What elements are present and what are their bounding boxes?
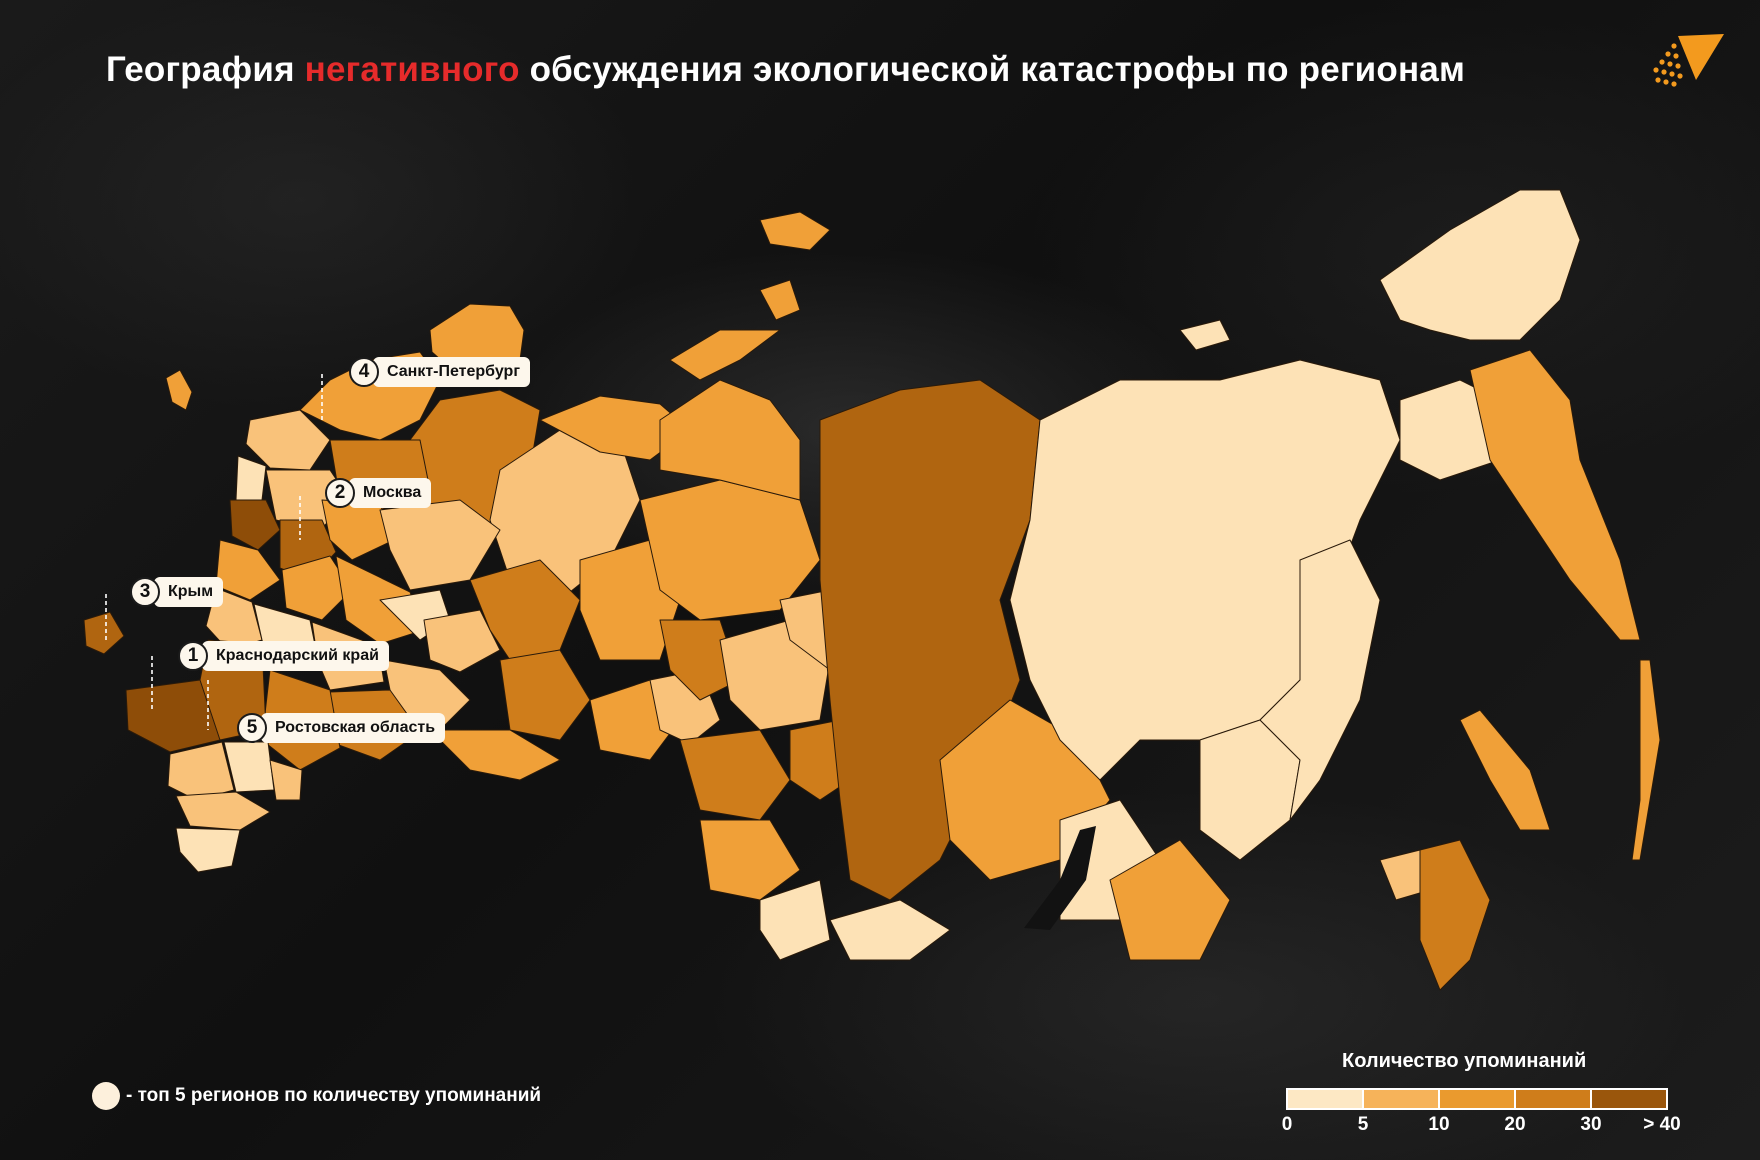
- scale-tick: 20: [1504, 1114, 1526, 1135]
- region-dagestan[interactable]: [175, 827, 241, 873]
- region-kuril[interactable]: [1631, 659, 1661, 861]
- color-scale: [1286, 1088, 1668, 1110]
- top5-legend-note: - топ 5 регионов по количеству упоминани…: [92, 1082, 541, 1110]
- region-label: Крым: [154, 577, 224, 607]
- region-tuva[interactable]: [829, 899, 951, 961]
- region-tula-ryazan[interactable]: [281, 555, 353, 621]
- scale-seg-2: [1440, 1090, 1516, 1108]
- page-title: География негативного обсуждения экологи…: [106, 50, 1606, 90]
- scale-ticks: 0 5 10 20 30 > 40: [1270, 1114, 1690, 1138]
- scale-seg-4: [1592, 1090, 1666, 1108]
- region-kaliningrad[interactable]: [165, 369, 193, 411]
- callout-5[interactable]: 5 Ростовская область: [237, 713, 446, 743]
- rank-badge: 1: [178, 641, 208, 671]
- region-yamal[interactable]: [659, 379, 801, 501]
- lake-baikal: [1024, 826, 1096, 930]
- region-smolensk[interactable]: [229, 499, 281, 551]
- title-part-1: География: [106, 50, 305, 89]
- scale-seg-1: [1364, 1090, 1440, 1108]
- region-altai-krai[interactable]: [699, 819, 801, 901]
- top5-legend-text: - топ 5 регионов по количеству упоминани…: [126, 1085, 542, 1106]
- region-crimea[interactable]: [83, 611, 125, 655]
- region-chukotka[interactable]: [1379, 189, 1581, 341]
- region-zabaykalsky[interactable]: [1109, 839, 1231, 961]
- region-kamchatka[interactable]: [1469, 349, 1641, 641]
- scale-seg-0: [1288, 1090, 1364, 1108]
- region-krasnodar[interactable]: [125, 679, 221, 753]
- region-khabarovsk[interactable]: [1259, 539, 1381, 821]
- brand-logo-icon: [1653, 34, 1724, 87]
- region-bryansk-kaluga[interactable]: [215, 539, 281, 601]
- callout-1[interactable]: 1 Краснодарский край: [178, 641, 389, 671]
- region-label: Ростовская область: [261, 713, 446, 743]
- scale-tick: 30: [1580, 1114, 1602, 1135]
- scale-title: Количество упоминаний: [1342, 1050, 1587, 1072]
- callout-4[interactable]: 4 Санкт-Петербург: [349, 357, 530, 387]
- region-stavropol[interactable]: [167, 741, 235, 801]
- callout-2[interactable]: 2 Москва: [325, 478, 432, 508]
- region-tatarstan[interactable]: [423, 609, 501, 673]
- scale-tick: 10: [1428, 1114, 1450, 1135]
- region-label: Санкт-Петербург: [373, 357, 530, 387]
- scale-tick: 0: [1281, 1114, 1293, 1135]
- region-taymyr-islands[interactable]: [759, 279, 801, 321]
- top5-dot-icon: [92, 1082, 120, 1110]
- region-primorsky[interactable]: [1419, 839, 1491, 991]
- region-orenburg[interactable]: [429, 729, 561, 781]
- region-pskov[interactable]: [235, 455, 267, 501]
- region-label: Краснодарский край: [202, 641, 389, 671]
- callout-3[interactable]: 3 Крым: [130, 577, 224, 607]
- title-part-2: обсуждения экологической катастрофы по р…: [519, 50, 1466, 89]
- region-novaya-zemlya[interactable]: [669, 329, 781, 381]
- scale-tick: 5: [1357, 1114, 1369, 1135]
- region-bashkortostan[interactable]: [499, 649, 591, 741]
- scale-seg-3: [1516, 1090, 1592, 1108]
- region-astrakhan[interactable]: [269, 759, 303, 801]
- rank-badge: 3: [130, 577, 160, 607]
- rank-badge: 5: [237, 713, 267, 743]
- region-wrangel[interactable]: [1179, 319, 1231, 351]
- region-north-caucasus[interactable]: [175, 791, 271, 831]
- region-novosibirsk[interactable]: [679, 729, 791, 821]
- rank-badge: 4: [349, 357, 379, 387]
- rank-badge: 2: [325, 478, 355, 508]
- region-sakhalin[interactable]: [1459, 709, 1551, 831]
- region-altai-rep[interactable]: [759, 879, 831, 961]
- region-franz-josef[interactable]: [759, 211, 831, 251]
- scale-tick: > 40: [1643, 1114, 1681, 1135]
- title-accent: негативного: [304, 50, 520, 89]
- region-label: Москва: [349, 478, 432, 508]
